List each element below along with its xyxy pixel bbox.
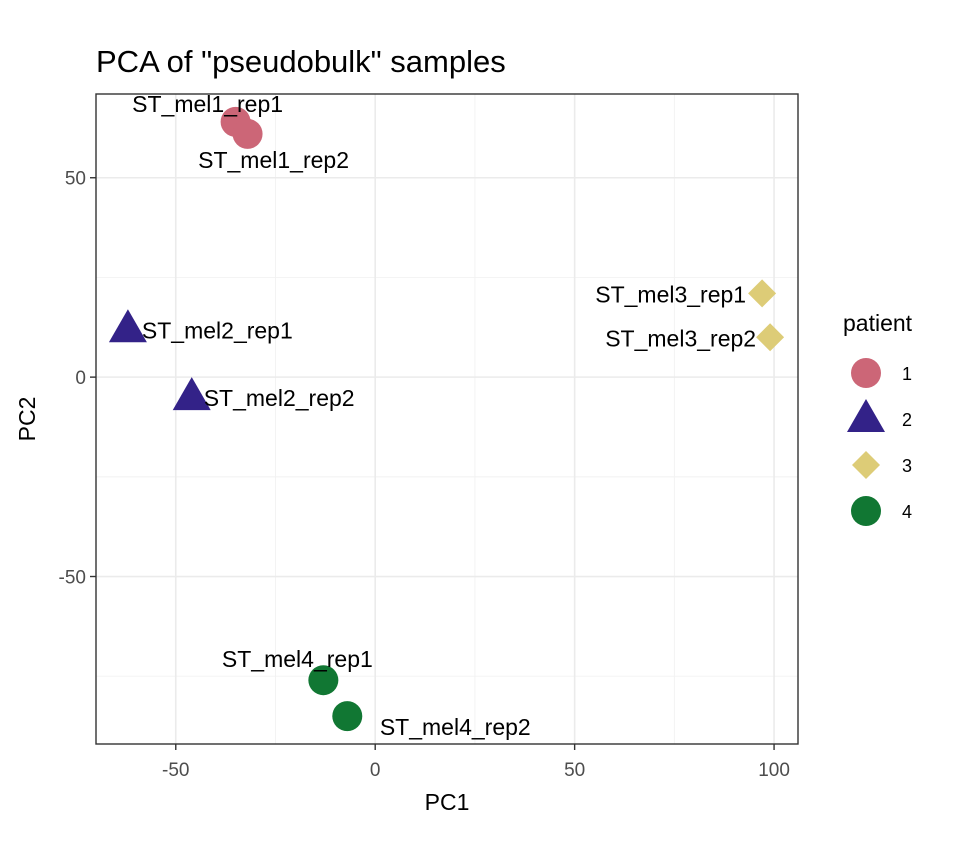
point-labels: ST_mel1_rep1 ST_mel1_rep2 ST_mel2_rep1 ST_m…	[132, 91, 756, 740]
point-label: ST_mel1_rep1	[132, 91, 283, 117]
point-label: ST_mel3_rep1	[595, 281, 746, 307]
legend-label: 3	[902, 456, 912, 476]
point-label: ST_mel2_rep1	[142, 317, 293, 343]
x-tick-label: 100	[758, 760, 790, 781]
x-tick-label: -50	[162, 760, 189, 781]
legend-key	[851, 496, 881, 526]
axis-ticks: -50 0 50 100 -50 0 50	[59, 169, 790, 781]
legend-label: 4	[902, 502, 912, 522]
x-axis-title: PC1	[425, 789, 470, 815]
y-tick-label: 50	[65, 169, 86, 190]
panel-border	[95, 93, 799, 745]
x-tick-label: 50	[564, 760, 585, 781]
data-points	[108, 106, 785, 732]
y-tick-label: -50	[59, 568, 86, 589]
point-label: ST_mel1_rep2	[198, 147, 349, 173]
point-label: ST_mel4_rep1	[222, 646, 373, 672]
data-point	[756, 323, 785, 352]
data-point	[232, 118, 263, 149]
data-point	[332, 701, 363, 732]
data-point	[308, 665, 339, 696]
chart-title: PCA of "pseudobulk" samples	[96, 44, 506, 79]
y-tick-label: 0	[75, 368, 86, 389]
x-tick-label: 0	[370, 760, 381, 781]
data-point	[748, 279, 777, 308]
legend-key	[851, 358, 881, 388]
legend: patient 1 2 3 4	[843, 310, 913, 526]
legend-key	[852, 451, 880, 479]
y-axis-title: PC2	[14, 397, 40, 442]
legend-title: patient	[843, 310, 913, 336]
grid	[96, 94, 798, 744]
legend-label: 1	[902, 364, 912, 384]
point-label: ST_mel2_rep2	[204, 385, 355, 411]
point-label: ST_mel4_rep2	[380, 714, 531, 740]
data-point	[108, 309, 147, 343]
point-label: ST_mel3_rep2	[605, 325, 756, 351]
data-point	[172, 377, 211, 411]
legend-label: 2	[902, 410, 912, 430]
legend-key	[847, 399, 885, 432]
